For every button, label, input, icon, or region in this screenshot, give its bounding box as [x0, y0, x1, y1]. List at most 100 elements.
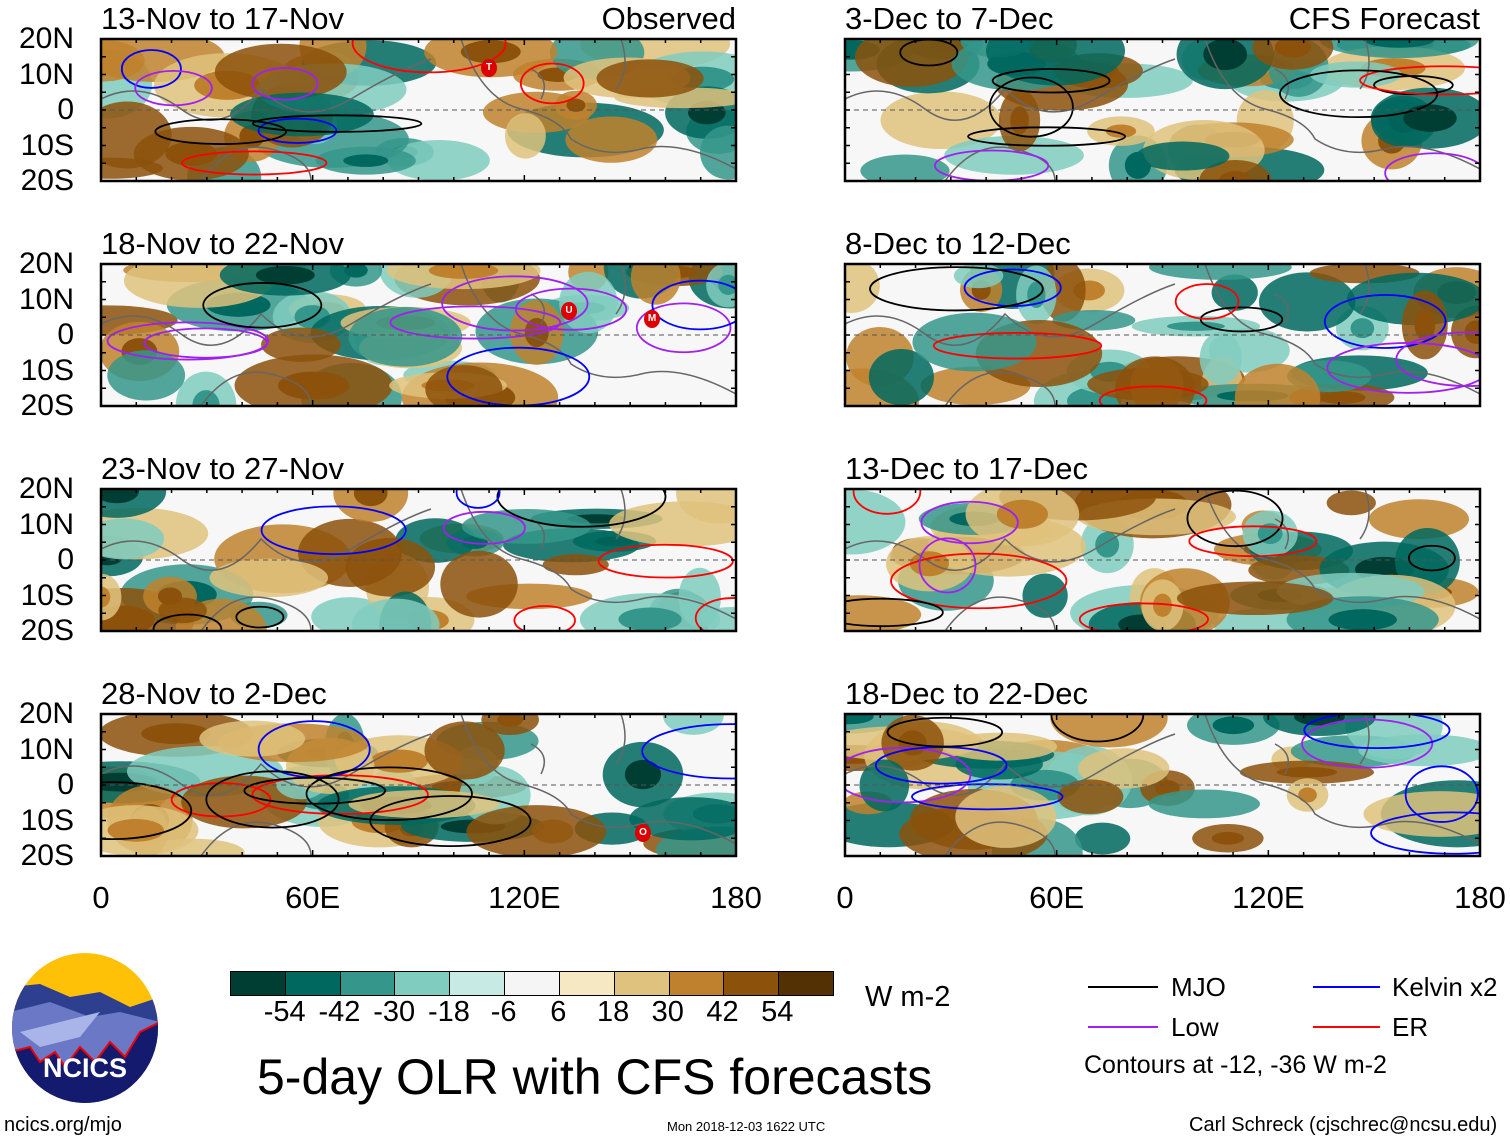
olr-negative-anomaly [1258, 272, 1356, 332]
lat-label: 10S [20, 128, 74, 162]
panel-title: 13-Nov to 17-Nov [101, 1, 344, 36]
olr-positive-anomaly [214, 43, 347, 101]
olr-core [141, 723, 211, 745]
lon-label: 0 [836, 880, 854, 915]
kelvin-contour [641, 723, 736, 780]
olr-negative-anomaly [1148, 789, 1261, 819]
lat-label: 10N [18, 732, 74, 766]
coastline [845, 39, 1480, 181]
er-contour [1174, 283, 1240, 320]
olr-core [343, 154, 389, 167]
panel-title: 8-Dec to 12-Dec [845, 226, 1071, 261]
olr-core [255, 265, 315, 285]
lat-label: 0 [57, 318, 74, 351]
olr-positive-anomaly [181, 775, 307, 829]
olr-core [524, 317, 549, 348]
lat-label: 10N [18, 507, 74, 541]
kelvin-contour [260, 505, 407, 556]
olr-core [1328, 609, 1397, 631]
olr-core [1105, 124, 1137, 138]
olr-negative-anomaly [1310, 61, 1402, 88]
low-contour [845, 746, 972, 804]
olr-core [1350, 318, 1375, 339]
map-panel [843, 262, 1482, 408]
olr-positive-anomaly [1326, 490, 1376, 516]
olr-negative-anomaly [1135, 141, 1230, 171]
olr-core [1298, 787, 1317, 803]
footer-credit: Carl Schreck (cjschrec@ncsu.edu) [1189, 1114, 1498, 1136]
low-contour [514, 287, 628, 331]
mjo-contour [252, 114, 423, 133]
olr-negative-anomaly [1148, 264, 1292, 280]
er-contour [890, 552, 1068, 610]
olr-negative-anomaly [1319, 39, 1479, 59]
low-contour [143, 327, 269, 359]
olr-negative-anomaly [678, 567, 721, 628]
panel-title: 18-Nov to 22-Nov [101, 226, 344, 261]
olr-core [624, 759, 662, 790]
mjo-contour [886, 716, 1004, 748]
olr-core [497, 714, 524, 727]
olr-positive-anomaly [440, 550, 518, 618]
colorbar-units: W m-2 [865, 981, 951, 1013]
olr-core [1219, 171, 1252, 181]
olr-negative-anomaly [986, 39, 1126, 86]
low-contour [134, 69, 213, 107]
olr-negative-anomaly [629, 797, 736, 841]
lat-label: 10S [20, 803, 74, 837]
olr-positive-anomaly [630, 264, 681, 305]
er-contour [251, 774, 429, 815]
er-contour [519, 62, 585, 105]
colorbar-label: 6 [550, 996, 567, 1028]
colorbar-swatch [723, 972, 779, 995]
olr-negative-anomaly [351, 598, 440, 631]
mjo-contour [202, 282, 323, 329]
olr-positive-anomaly [1077, 748, 1170, 789]
mjo-contour [845, 597, 944, 628]
lon-label: 180 [1454, 880, 1506, 915]
olr-core [996, 499, 1048, 529]
coastline [101, 489, 736, 631]
low-contour [1301, 718, 1434, 769]
er-contour [932, 332, 1103, 360]
tropical-cyclone-icon: T [481, 59, 497, 77]
olr-core [1318, 391, 1366, 404]
map-panel [843, 487, 1482, 633]
olr-positive-anomaly [1057, 779, 1124, 815]
olr-positive-anomaly [542, 554, 609, 576]
tropical-cyclone-icon: M [644, 310, 660, 328]
olr-positive-anomaly [348, 790, 500, 819]
low-contour [635, 302, 732, 354]
mjo-contour [869, 266, 1044, 312]
coastline [101, 264, 736, 406]
footer-url[interactable]: ncics.org/mjo [4, 1114, 122, 1136]
map-panel [99, 262, 738, 408]
legend-line-mjo [1088, 986, 1158, 988]
olr-positive-anomaly [424, 721, 505, 780]
olr-negative-anomaly [1074, 822, 1131, 855]
olr-positive-anomaly [943, 732, 1058, 761]
olr-positive-anomaly [565, 116, 658, 163]
colorbar-swatch [504, 972, 559, 995]
colorbar-swatch [339, 972, 395, 995]
colorbar-label: -30 [373, 996, 416, 1028]
mjo-contour [305, 766, 473, 821]
lon-label: 120E [488, 880, 561, 915]
colorbar-label: -54 [263, 996, 306, 1028]
lat-label: 10N [18, 282, 74, 316]
kelvin-contour [1404, 765, 1479, 823]
mjo-contour [1279, 69, 1439, 119]
mjo-contour [1407, 544, 1456, 572]
low-contour [918, 537, 977, 594]
er-contour [1078, 602, 1209, 631]
lon-label: 0 [92, 880, 110, 915]
olr-core [192, 390, 220, 406]
olr-positive-anomaly [425, 365, 503, 406]
er-contour [694, 597, 736, 631]
colorbar-label: -6 [490, 996, 517, 1028]
olr-core [898, 730, 927, 756]
panel-tag: CFS Forecast [1288, 1, 1480, 36]
olr-core [1403, 104, 1457, 132]
colorbar-label: 18 [596, 996, 630, 1028]
olr-core [1212, 716, 1255, 735]
